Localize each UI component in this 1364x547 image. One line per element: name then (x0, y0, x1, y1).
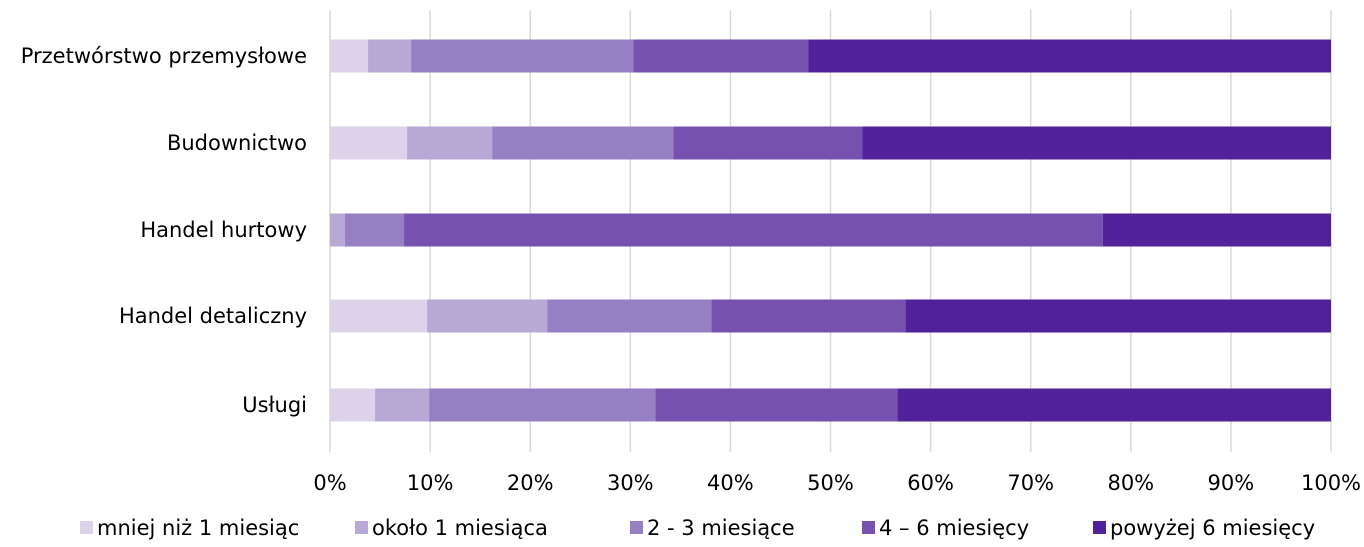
legend-swatch (80, 521, 93, 534)
category-label: Handel detaliczny (119, 304, 307, 328)
bar-segment (411, 39, 634, 73)
bar-segment (1102, 213, 1331, 247)
x-tick-label: 60% (907, 471, 954, 495)
legend-label: powyżej 6 miesięcy (1110, 516, 1315, 540)
bar-segment (375, 388, 430, 422)
bar-segment (330, 299, 428, 333)
legend-item: mniej niż 1 miesiąc (80, 516, 299, 540)
category-label: Usługi (242, 393, 307, 417)
bar-segment (427, 299, 548, 333)
legend-swatch (630, 521, 643, 534)
category-labels: Przetwórstwo przemysłowe Budownictwo Hande… (21, 44, 307, 417)
x-tick-label: 50% (807, 471, 854, 495)
x-tick-label: 90% (1208, 471, 1255, 495)
bar-segment (862, 126, 1331, 160)
legend-item: 4 – 6 miesięcy (862, 516, 1029, 540)
bar-segment (345, 213, 405, 247)
bar-segment (633, 39, 809, 73)
legend-label: około 1 miesiąca (372, 516, 548, 540)
legend-label: 4 – 6 miesięcy (879, 516, 1029, 540)
bar-segment (330, 39, 369, 73)
x-tick-label: 70% (1007, 471, 1054, 495)
category-label: Handel hurtowy (140, 218, 307, 242)
legend-swatch (1093, 521, 1106, 534)
bar-segment (407, 126, 493, 160)
bar-segment (711, 299, 906, 333)
x-tick-label: 30% (607, 471, 654, 495)
bars (330, 39, 1331, 422)
x-tick-label: 10% (407, 471, 454, 495)
category-label: Przetwórstwo przemysłowe (21, 44, 307, 68)
bar-segment (547, 299, 712, 333)
x-tick-label: 100% (1301, 471, 1361, 495)
legend-label: 2 - 3 miesiące (647, 516, 795, 540)
bar-segment (330, 213, 346, 247)
bar-segment (404, 213, 1103, 247)
legend-item: powyżej 6 miesięcy (1093, 516, 1315, 540)
bar-segment (492, 126, 674, 160)
x-tick-label: 0% (313, 471, 346, 495)
legend: mniej niż 1 miesiąc około 1 miesiąca 2 - 3… (80, 516, 1315, 540)
bar-segment (429, 388, 656, 422)
x-tick-label: 40% (707, 471, 754, 495)
bar-segment (897, 388, 1331, 422)
legend-swatch (862, 521, 875, 534)
x-tick-label: 80% (1107, 471, 1154, 495)
bar-segment (808, 39, 1331, 73)
bar-segment (368, 39, 412, 73)
bar-segment (330, 126, 408, 160)
bar-segment (330, 388, 376, 422)
bar-segment (655, 388, 898, 422)
x-axis-tick-labels: 0% 10% 20% 30% 40% 50% 60% 70% 80% 90% 100% (313, 471, 1361, 495)
legend-label: mniej niż 1 miesiąc (97, 516, 299, 540)
bar-segment (673, 126, 863, 160)
legend-swatch (355, 521, 368, 534)
legend-item: około 1 miesiąca (355, 516, 548, 540)
legend-item: 2 - 3 miesiące (630, 516, 795, 540)
x-tick-label: 20% (507, 471, 554, 495)
category-label: Budownictwo (167, 131, 307, 155)
bar-segment (905, 299, 1331, 333)
